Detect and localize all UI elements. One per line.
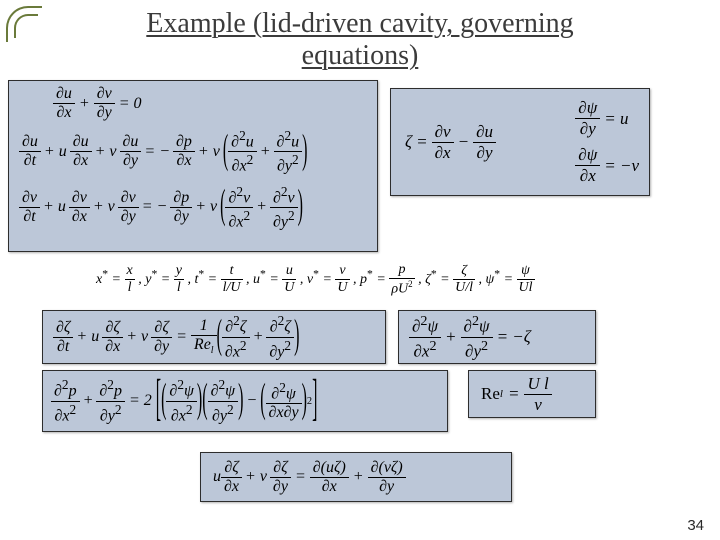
reynolds-number-box: Rel = U lν: [468, 370, 596, 418]
page-number: 34: [687, 517, 704, 534]
pressure-poisson-box: ∂2p∂x2 + ∂2p∂y2 = 2 [ ( ∂2ψ∂x2 ) ( ∂2ψ∂y…: [42, 370, 448, 432]
title-line-1: Example (lid-driven cavity, governing: [146, 8, 573, 39]
vorticity-transport-box: ∂ζ∂t + u ∂ζ∂x + v ∂ζ∂y = 1Rel ( ∂2ζ∂x2 +…: [42, 310, 386, 364]
conservative-form-box: u ∂ζ∂x + v ∂ζ∂y = ∂(uζ)∂x + ∂(vζ)∂y: [200, 452, 512, 502]
nondimensional-definitions: x* = xl , y* = yl , t* = tl/U , u* = uU …: [96, 262, 535, 298]
navier-stokes-box: ∂u∂x + ∂v∂y = 0 ∂u∂t + u ∂u∂x + v ∂u∂y =…: [8, 80, 378, 252]
title-line-2: equations): [302, 40, 419, 71]
slide-title: Example (lid-driven cavity, governing eq…: [0, 0, 720, 76]
streamfunction-poisson-box: ∂2ψ∂x2 + ∂2ψ∂y2 = −ζ: [398, 310, 596, 364]
vorticity-streamfunction-box: ζ = ∂v∂x − ∂u∂y ∂ψ∂y = u ∂ψ∂x = −v: [390, 88, 650, 196]
corner-decoration: [0, 0, 52, 52]
